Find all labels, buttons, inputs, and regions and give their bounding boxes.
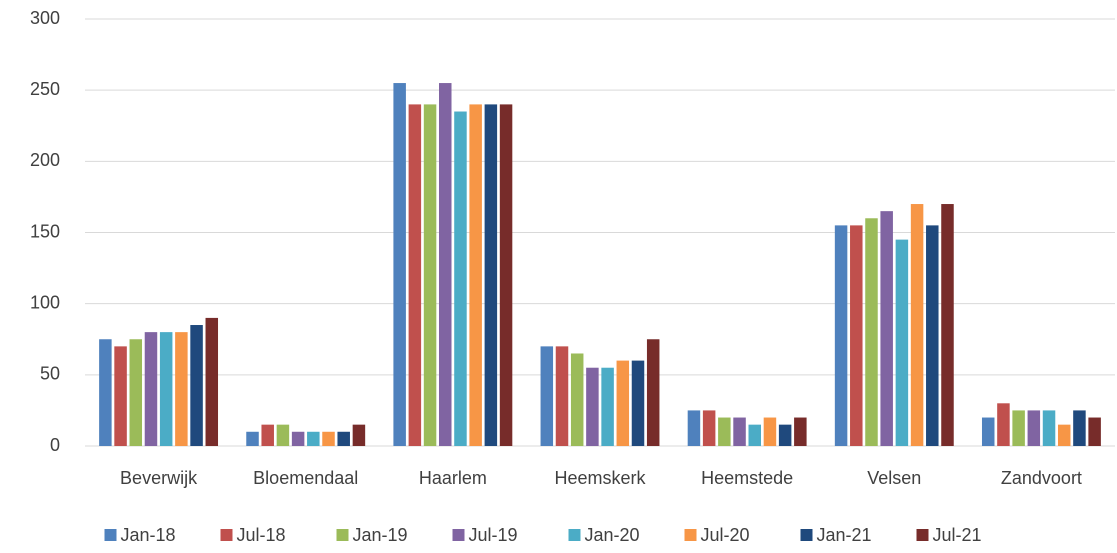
bar bbox=[570, 353, 584, 446]
bar bbox=[1042, 410, 1056, 446]
legend-swatch bbox=[336, 529, 349, 541]
x-tick-label: Heemskerk bbox=[554, 468, 646, 488]
bar bbox=[276, 424, 290, 446]
bar bbox=[393, 83, 406, 447]
bar bbox=[337, 431, 350, 446]
y-tick-label: 200 bbox=[30, 150, 60, 170]
bar bbox=[322, 431, 335, 446]
legend-label: Jul-20 bbox=[701, 525, 750, 545]
bar bbox=[144, 332, 158, 446]
y-tick-label: 300 bbox=[30, 8, 60, 28]
bar bbox=[601, 367, 614, 446]
y-tick-label: 100 bbox=[30, 292, 60, 312]
bar bbox=[895, 239, 909, 446]
x-tick-label: Zandvoort bbox=[1001, 468, 1082, 488]
bar bbox=[1027, 410, 1041, 446]
bar bbox=[261, 424, 274, 446]
bar bbox=[1088, 417, 1101, 446]
legend-label: Jul-18 bbox=[237, 525, 286, 545]
bar bbox=[850, 225, 863, 446]
bar bbox=[129, 339, 143, 446]
bar bbox=[159, 332, 173, 446]
legend-swatch bbox=[452, 529, 465, 541]
bar bbox=[1057, 424, 1071, 446]
bar bbox=[616, 360, 630, 446]
bar bbox=[352, 424, 366, 446]
bar bbox=[499, 104, 513, 447]
bar bbox=[702, 410, 716, 446]
bar bbox=[1012, 410, 1025, 446]
y-tick-label: 250 bbox=[30, 79, 60, 99]
x-tick-label: Velsen bbox=[867, 468, 921, 488]
bar bbox=[175, 332, 188, 446]
x-tick-label: Beverwijk bbox=[120, 468, 198, 488]
x-tick-label: Haarlem bbox=[419, 468, 487, 488]
bar bbox=[484, 104, 498, 447]
x-tick-label: Bloemendaal bbox=[253, 468, 358, 488]
bar bbox=[794, 417, 807, 446]
bar bbox=[733, 417, 746, 446]
bar bbox=[555, 346, 569, 446]
legend-swatch bbox=[568, 529, 581, 541]
bar bbox=[926, 225, 939, 446]
legend-swatch bbox=[916, 529, 929, 541]
legend-label: Jul-19 bbox=[469, 525, 518, 545]
bar bbox=[631, 360, 645, 446]
bar bbox=[748, 424, 761, 446]
legend-label: Jan-19 bbox=[353, 525, 408, 545]
bar bbox=[718, 417, 731, 446]
y-tick-label: 150 bbox=[30, 221, 60, 241]
bar bbox=[941, 204, 954, 446]
bar bbox=[646, 339, 660, 446]
bar bbox=[408, 104, 422, 447]
bar bbox=[99, 339, 112, 446]
bar bbox=[423, 104, 437, 447]
bar bbox=[910, 204, 924, 446]
bar bbox=[454, 111, 467, 447]
bar bbox=[439, 83, 452, 447]
bar bbox=[114, 346, 127, 446]
bar bbox=[865, 218, 878, 446]
legend-label: Jan-20 bbox=[585, 525, 640, 545]
bar bbox=[540, 346, 554, 446]
bar bbox=[586, 367, 599, 446]
y-tick-label: 50 bbox=[40, 364, 60, 384]
bar bbox=[190, 325, 203, 446]
bar bbox=[778, 424, 792, 446]
legend-swatch bbox=[684, 529, 697, 541]
y-tick-label: 0 bbox=[50, 435, 60, 455]
bar bbox=[246, 431, 259, 446]
legend-swatch bbox=[220, 529, 233, 541]
x-tick-label: Heemstede bbox=[701, 468, 793, 488]
legend-label: Jan-18 bbox=[121, 525, 176, 545]
bar bbox=[469, 104, 482, 447]
bar bbox=[763, 417, 777, 446]
bar bbox=[981, 417, 995, 446]
bar bbox=[205, 317, 219, 446]
legend-swatch bbox=[800, 529, 813, 541]
bar bbox=[997, 403, 1010, 446]
legend-label: Jan-21 bbox=[817, 525, 872, 545]
bar bbox=[834, 225, 848, 446]
bar bbox=[307, 431, 320, 446]
legend-swatch bbox=[104, 529, 117, 541]
bar bbox=[1073, 410, 1086, 446]
bar bbox=[687, 410, 701, 446]
bar bbox=[880, 211, 893, 446]
bar bbox=[291, 431, 305, 446]
legend-label: Jul-21 bbox=[933, 525, 982, 545]
